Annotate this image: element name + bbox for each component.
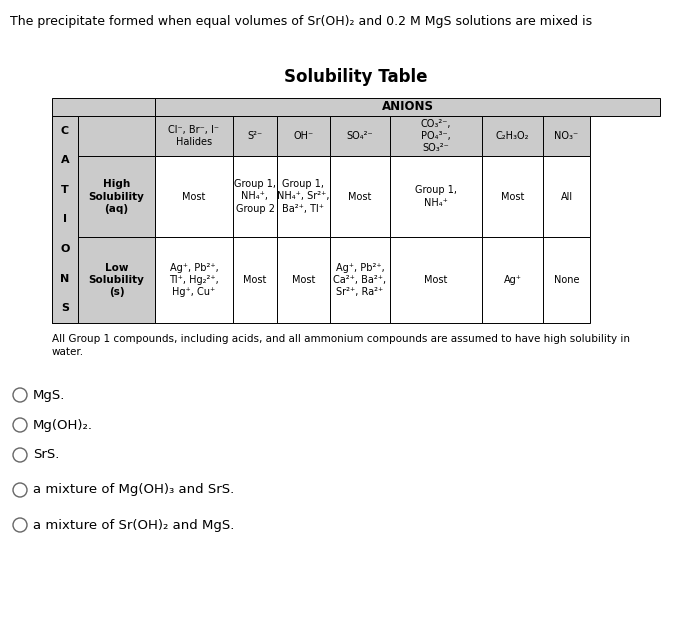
Bar xyxy=(52,156,78,237)
Text: OH⁻: OH⁻ xyxy=(294,131,313,141)
Bar xyxy=(233,237,277,323)
Bar xyxy=(155,237,233,323)
Text: High
Solubility
(aq): High Solubility (aq) xyxy=(89,179,144,214)
Text: The precipitate formed when equal volumes of Sr(OH)₂ and 0.2 M MgS solutions are: The precipitate formed when equal volume… xyxy=(10,15,592,28)
Bar xyxy=(543,237,590,323)
Text: MgS.: MgS. xyxy=(33,389,65,401)
Bar xyxy=(390,116,482,156)
Text: All Group 1 compounds, including acids, and all ammonium compounds are assumed t: All Group 1 compounds, including acids, … xyxy=(52,334,630,357)
Text: T: T xyxy=(61,185,69,195)
Text: Low
Solubility
(s): Low Solubility (s) xyxy=(89,263,144,297)
Text: Cl⁻, Br⁻, I⁻
Halides: Cl⁻, Br⁻, I⁻ Halides xyxy=(168,125,219,147)
Text: All: All xyxy=(560,192,573,201)
Bar xyxy=(52,237,78,323)
Text: Mg(OH)₂.: Mg(OH)₂. xyxy=(33,419,93,431)
Text: a mixture of Sr(OH)₂ and MgS.: a mixture of Sr(OH)₂ and MgS. xyxy=(33,518,234,532)
Text: A: A xyxy=(61,155,69,166)
Bar xyxy=(52,116,78,323)
Text: SO₄²⁻: SO₄²⁻ xyxy=(347,131,373,141)
Text: O: O xyxy=(61,244,69,254)
Text: CO₃²⁻,
PO₄³⁻,
SO₃²⁻: CO₃²⁻, PO₄³⁻, SO₃²⁻ xyxy=(421,119,452,153)
Bar xyxy=(277,116,330,156)
Text: Most: Most xyxy=(348,192,372,201)
Bar xyxy=(277,237,330,323)
Bar xyxy=(52,98,155,116)
Text: a mixture of Mg(OH)₃ and SrS.: a mixture of Mg(OH)₃ and SrS. xyxy=(33,484,234,497)
Text: None: None xyxy=(554,275,580,285)
Bar xyxy=(330,116,390,156)
Bar xyxy=(543,156,590,237)
Bar xyxy=(390,156,482,237)
Text: Solubility Table: Solubility Table xyxy=(284,68,428,86)
Text: Most: Most xyxy=(501,192,524,201)
Text: Most: Most xyxy=(243,275,267,285)
Bar xyxy=(482,237,543,323)
Text: S²⁻: S²⁻ xyxy=(247,131,263,141)
Text: Group 1,
NH₄⁺, Sr²⁺,
Ba²⁺, Tl⁺: Group 1, NH₄⁺, Sr²⁺, Ba²⁺, Tl⁺ xyxy=(277,179,330,214)
Text: C: C xyxy=(61,126,69,135)
Bar xyxy=(277,156,330,237)
Bar xyxy=(78,156,155,237)
Text: N: N xyxy=(61,273,69,284)
Bar xyxy=(543,116,590,156)
Text: C₂H₃O₂: C₂H₃O₂ xyxy=(496,131,529,141)
Text: I: I xyxy=(63,215,67,224)
Text: NO₃⁻: NO₃⁻ xyxy=(554,131,579,141)
Bar xyxy=(155,116,233,156)
Bar xyxy=(482,116,543,156)
Text: Group 1,
NH₄⁺: Group 1, NH₄⁺ xyxy=(415,185,457,208)
Bar xyxy=(155,156,233,237)
Text: ANIONS: ANIONS xyxy=(381,100,434,114)
Text: Ag⁺, Pb²⁺,
Ca²⁺, Ba²⁺,
Sr²⁺, Ra²⁺: Ag⁺, Pb²⁺, Ca²⁺, Ba²⁺, Sr²⁺, Ra²⁺ xyxy=(334,263,387,297)
Text: S: S xyxy=(61,304,69,313)
Bar xyxy=(330,156,390,237)
Text: Most: Most xyxy=(183,192,206,201)
Bar xyxy=(155,98,660,116)
Bar xyxy=(390,237,482,323)
Bar xyxy=(78,116,155,156)
Bar xyxy=(330,237,390,323)
Bar xyxy=(233,116,277,156)
Text: Ag⁺, Pb²⁺,
Tl⁺, Hg₂²⁺,
Hg⁺, Cu⁺: Ag⁺, Pb²⁺, Tl⁺, Hg₂²⁺, Hg⁺, Cu⁺ xyxy=(169,263,219,297)
Text: Group 1,
NH₄⁺,
Group 2: Group 1, NH₄⁺, Group 2 xyxy=(234,179,276,214)
Text: SrS.: SrS. xyxy=(33,449,59,461)
Bar xyxy=(78,237,155,323)
Text: Most: Most xyxy=(424,275,447,285)
Bar xyxy=(52,116,78,156)
Bar xyxy=(233,156,277,237)
Text: Ag⁺: Ag⁺ xyxy=(503,275,522,285)
Text: Most: Most xyxy=(292,275,315,285)
Bar xyxy=(482,156,543,237)
